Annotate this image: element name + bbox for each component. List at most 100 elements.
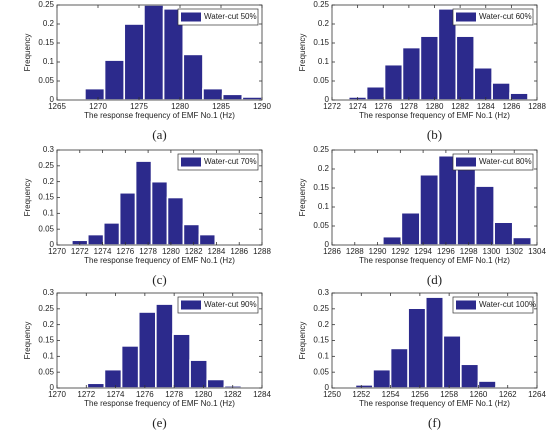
legend-swatch — [456, 12, 476, 22]
x-tick-label: 1270 — [89, 102, 107, 111]
histogram-bar — [118, 191, 137, 246]
x-tick-label: 1276 — [374, 102, 392, 111]
x-tick-label: 1294 — [414, 247, 432, 256]
y-tick-label: 0 — [325, 240, 330, 249]
x-tick-label: 1298 — [460, 247, 478, 256]
x-tick-label: 1284 — [477, 102, 495, 111]
histogram-bar — [202, 87, 224, 101]
histogram-bar — [474, 185, 495, 246]
y-tick-label: 0.25 — [313, 304, 329, 313]
y-tick-label: 0.1 — [318, 57, 330, 66]
y-tick-label: 0.05 — [38, 224, 54, 233]
y-tick-label: 0.25 — [38, 0, 54, 9]
y-tick-label: 0.25 — [313, 145, 329, 154]
y-tick-label: 0.2 — [318, 19, 330, 28]
legend-label: Water-cut 60% — [479, 12, 532, 21]
histogram-bar — [137, 311, 157, 389]
x-tick-label: 1285 — [212, 102, 230, 111]
y-tick-label: 0.2 — [43, 320, 55, 329]
histogram-bar — [509, 92, 529, 101]
x-tick-label: 1260 — [470, 390, 488, 399]
x-tick-label: 1284 — [253, 390, 271, 399]
histogram-bar — [491, 82, 511, 101]
x-tick-label: 1278 — [139, 247, 157, 256]
histogram-bar — [189, 359, 209, 389]
histogram-bar — [182, 223, 201, 246]
y-tick-label: 0.1 — [43, 57, 55, 66]
legend-label: Water-cut 100% — [479, 300, 536, 309]
y-tick-label: 0 — [325, 383, 330, 392]
histogram-bar — [493, 221, 514, 246]
x-tick-label: 1265 — [48, 102, 66, 111]
histogram-bar — [198, 233, 217, 246]
y-tick-label: 0.15 — [38, 38, 54, 47]
x-tick-label: 1256 — [411, 390, 429, 399]
x-tick-label: 1258 — [440, 390, 458, 399]
y-tick-label: 0.1 — [318, 202, 330, 211]
axes-frame — [56, 4, 263, 101]
y-axis-label: Frequency — [23, 322, 32, 360]
x-tick-label: 1280 — [171, 102, 189, 111]
x-tick-label: 1254 — [382, 390, 400, 399]
x-tick-label: 1286 — [230, 247, 248, 256]
histogram-bar — [460, 363, 480, 389]
y-tick-label: 0.1 — [318, 351, 330, 360]
x-tick-label: 1278 — [400, 102, 418, 111]
histogram-bar — [84, 87, 106, 101]
histogram-bar — [172, 333, 191, 389]
y-tick-label: 0 — [325, 95, 330, 104]
histogram-bar — [511, 236, 533, 246]
x-tick-label: 1272 — [323, 102, 341, 111]
x-tick-label: 1264 — [528, 390, 546, 399]
x-tick-label: 1250 — [323, 390, 341, 399]
y-tick-label: 0.05 — [313, 76, 329, 85]
histogram-bar — [166, 196, 185, 246]
histogram-bar — [150, 180, 169, 246]
x-tick-label: 1288 — [528, 102, 546, 111]
panel-label: (d) — [427, 272, 442, 287]
y-tick-label: 0.05 — [313, 367, 329, 376]
x-tick-label: 1288 — [346, 247, 364, 256]
y-tick-label: 0.15 — [313, 336, 329, 345]
y-tick-label: 0.15 — [313, 38, 329, 47]
x-axis-label: The response frequency of EMF No.1 (Hz) — [359, 256, 510, 265]
x-tick-label: 1274 — [349, 102, 367, 111]
y-axis-label: Frequency — [298, 179, 307, 217]
x-tick-label: 1286 — [323, 247, 341, 256]
y-tick-label: 0.25 — [313, 0, 329, 9]
x-tick-label: 1276 — [136, 390, 154, 399]
x-tick-label: 1282 — [224, 390, 242, 399]
x-tick-label: 1280 — [426, 102, 444, 111]
histogram-bar — [424, 296, 445, 389]
histogram-bar — [354, 384, 374, 389]
legend-swatch — [456, 300, 476, 310]
histogram-bar — [143, 4, 165, 101]
histogram-bar — [473, 66, 493, 101]
histogram-bar — [389, 347, 409, 389]
y-axis-label: Frequency — [23, 179, 32, 217]
y-tick-label: 0.25 — [38, 161, 54, 170]
panel-label: (c) — [152, 272, 166, 287]
x-tick-label: 1302 — [505, 247, 523, 256]
x-tick-label: 1270 — [48, 247, 66, 256]
histogram-bar — [365, 85, 386, 101]
x-tick-label: 1272 — [71, 247, 89, 256]
x-tick-label: 1252 — [352, 390, 370, 399]
legend-label: Water-cut 70% — [204, 157, 257, 166]
y-tick-label: 0.1 — [43, 208, 55, 217]
legend-swatch — [181, 12, 201, 22]
y-tick-label: 0.2 — [43, 177, 55, 186]
histogram-bar — [206, 378, 226, 389]
panel-label: (e) — [152, 415, 166, 430]
panel-label: (f) — [428, 415, 441, 430]
x-tick-label: 1282 — [185, 247, 203, 256]
x-tick-label: 1280 — [162, 247, 180, 256]
y-tick-label: 0 — [50, 95, 55, 104]
x-axis-label: The response frequency of EMF No.1 (Hz) — [359, 399, 510, 408]
x-tick-label: 1274 — [94, 247, 112, 256]
histogram-bar — [241, 96, 263, 101]
x-tick-label: 1282 — [451, 102, 469, 111]
y-tick-label: 0.15 — [38, 193, 54, 202]
y-tick-label: 0.1 — [43, 351, 55, 360]
